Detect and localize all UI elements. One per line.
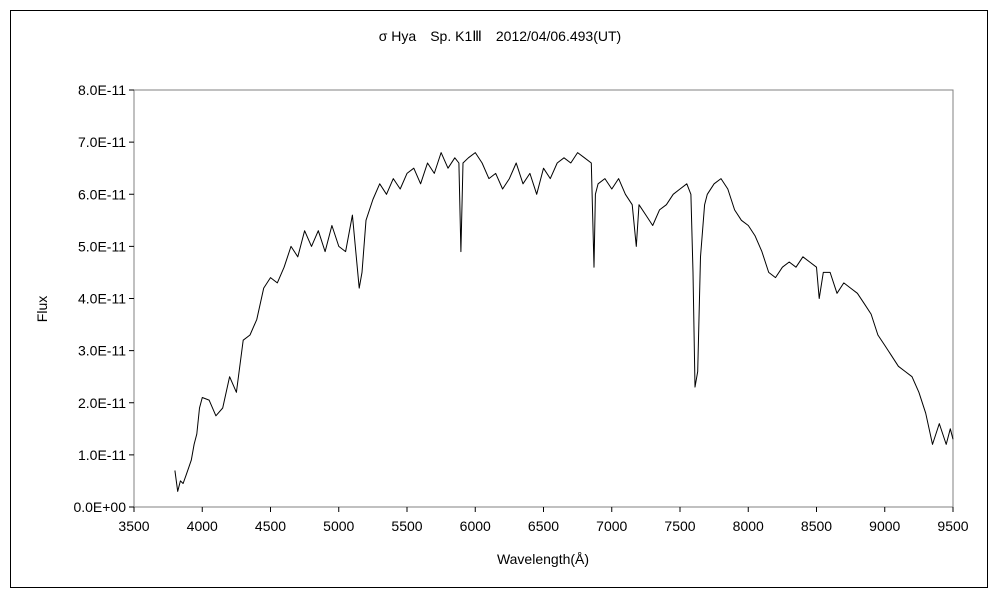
y-tick-label: 5.0E-11 (78, 238, 126, 254)
x-axis-label: Wavelength(Å) (497, 551, 589, 567)
y-axis-label: Flux (34, 296, 50, 322)
plot-area (133, 89, 954, 508)
x-tick-label: 4000 (187, 518, 218, 534)
x-tick-label: 9000 (869, 518, 900, 534)
x-tick-label: 5000 (323, 518, 354, 534)
x-tick-label: 8500 (801, 518, 832, 534)
chart-frame: σ Hya Sp. K1Ⅲ 2012/04/06.493(UT) 0.0E+00… (10, 10, 988, 588)
x-tick-label: 8000 (733, 518, 764, 534)
x-tick-label: 4500 (255, 518, 286, 534)
x-tick-label: 7000 (596, 518, 627, 534)
chart-svg: σ Hya Sp. K1Ⅲ 2012/04/06.493(UT) 0.0E+00… (34, 28, 969, 567)
y-tick-label: 7.0E-11 (78, 134, 126, 150)
x-tick-label: 6000 (460, 518, 491, 534)
x-tick-label: 3500 (118, 518, 149, 534)
y-tick-label: 2.0E-11 (78, 395, 126, 411)
y-tick-label: 8.0E-11 (78, 82, 126, 98)
y-tick-label: 3.0E-11 (78, 343, 126, 359)
y-axis: 0.0E+00 1.0E-11 2.0E-11 3.0E-11 4.0E-11 5.0E-… (73, 82, 134, 515)
x-tick-label: 6500 (528, 518, 559, 534)
y-tick-label: 4.0E-11 (78, 291, 126, 307)
x-tick-label: 9500 (937, 518, 968, 534)
y-tick-label: 1.0E-11 (78, 447, 126, 463)
y-tick-label: 0.0E+00 (73, 499, 126, 515)
x-tick-label: 5500 (391, 518, 422, 534)
chart-title: σ Hya Sp. K1Ⅲ 2012/04/06.493(UT) (379, 28, 621, 44)
y-tick-label: 6.0E-11 (78, 186, 126, 202)
x-tick-label: 7500 (664, 518, 695, 534)
spectrum-line (174, 152, 954, 492)
x-axis: 3500 4000 4500 5000 5500 6000 6500 7000 7500 8000… (118, 507, 969, 534)
